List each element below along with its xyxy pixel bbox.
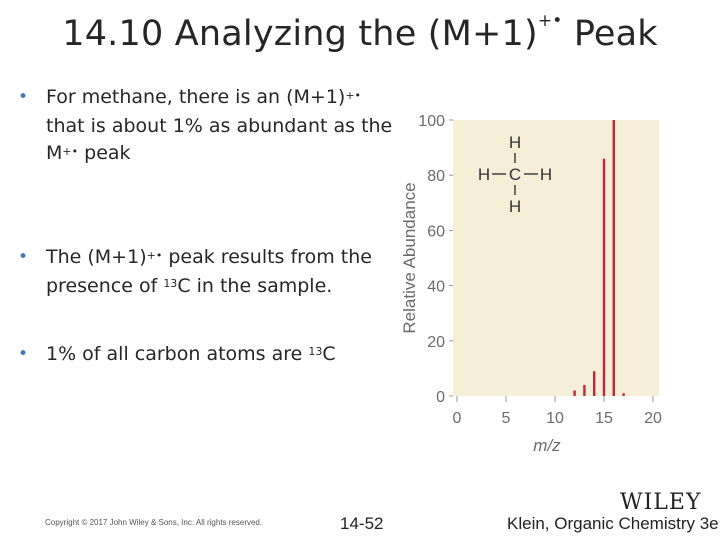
plot-background (453, 120, 659, 396)
x-tick-label: 10 (546, 410, 564, 427)
title-radical-sup: +• (537, 11, 563, 32)
spectrum-bar (602, 158, 606, 396)
x-axis-label: m/z (533, 436, 561, 455)
wiley-logo: WILEY (620, 490, 702, 515)
spectrum-bar (573, 390, 576, 396)
textbook-credit: Klein, Organic Chemistry 3e (507, 514, 719, 533)
mass-spectrum-chart: 0 20 40 60 80 100 0 5 10 15 20 Relative Abundance… (395, 105, 677, 467)
x-tick-label: 20 (644, 410, 662, 427)
y-tick-label: 0 (436, 389, 445, 406)
y-tick-label: 80 (427, 168, 445, 185)
bullet-text: 1% of all carbon atoms are 13C (46, 343, 336, 365)
spectrum-bar (583, 384, 586, 396)
bullet-dot: • (18, 247, 29, 267)
atom-top: H (509, 133, 521, 152)
bullet-carbon-percent: • 1% of all carbon atoms are 13C (18, 341, 336, 368)
bullet-dot: • (18, 344, 29, 364)
bullet-text: The (M+1)+• peak results from the presen… (46, 246, 372, 297)
y-tick-label: 40 (427, 279, 445, 296)
y-tick-label: 60 (427, 223, 445, 240)
title-end-text: Peak (562, 14, 658, 54)
x-tick-label: 0 (453, 410, 462, 427)
spectrum-bar (622, 393, 625, 396)
copyright: Copyright © 2017 John Wiley & Sons, Inc.… (45, 518, 263, 527)
y-axis-label: Relative Abundance (400, 182, 419, 333)
spectrum-bar (593, 371, 596, 396)
atom-right: H (540, 165, 552, 184)
y-tick-label: 100 (418, 113, 445, 130)
bullet-dot: • (18, 87, 29, 107)
atom-bottom: H (509, 197, 521, 216)
x-tick-label: 5 (502, 410, 511, 427)
title-text: 14.10 Analyzing the (M+1) (62, 14, 538, 54)
slide-title: 14.10 Analyzing the (M+1)+• Peak (0, 11, 720, 54)
chart-svg: 0 20 40 60 80 100 0 5 10 15 20 Relative Abundance… (400, 113, 662, 455)
bullet-13c-origin: • The (M+1)+• peak results from the pres… (18, 244, 372, 300)
bullet-text: For methane, there is an (M+1)+• that is… (46, 86, 393, 164)
atom-left: H (478, 165, 490, 184)
page-number: 14-52 (340, 514, 384, 533)
atom-center: C (509, 165, 521, 184)
y-tick-label: 20 (427, 334, 445, 351)
bullet-methane: • For methane, there is an (M+1)+• that … (18, 84, 392, 169)
x-tick-label: 15 (595, 410, 613, 427)
spectrum-bar (612, 120, 615, 396)
methane-structure: HHH C H (478, 133, 552, 216)
